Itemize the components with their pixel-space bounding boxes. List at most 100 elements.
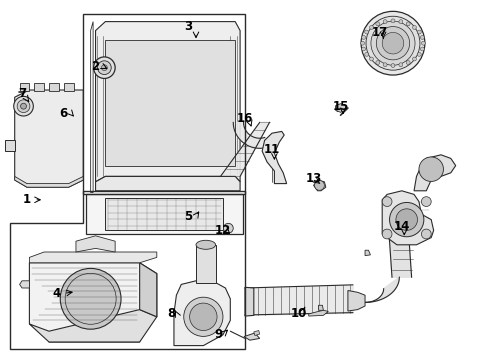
Polygon shape	[318, 305, 323, 310]
Circle shape	[421, 197, 431, 207]
Polygon shape	[140, 263, 157, 317]
Polygon shape	[336, 104, 345, 112]
Polygon shape	[29, 263, 157, 342]
Text: 12: 12	[215, 224, 231, 237]
Text: 6: 6	[60, 107, 68, 120]
Circle shape	[391, 19, 395, 23]
Polygon shape	[262, 131, 287, 184]
Text: 7: 7	[18, 87, 26, 100]
Polygon shape	[233, 122, 268, 148]
Circle shape	[371, 21, 415, 65]
Circle shape	[382, 32, 404, 54]
Circle shape	[21, 103, 26, 109]
Polygon shape	[220, 122, 270, 176]
Circle shape	[369, 26, 373, 30]
Ellipse shape	[196, 240, 216, 249]
Polygon shape	[15, 90, 83, 187]
Circle shape	[421, 41, 425, 45]
Circle shape	[190, 303, 217, 330]
Text: 5: 5	[185, 210, 193, 222]
Polygon shape	[20, 83, 29, 91]
Polygon shape	[64, 83, 74, 91]
Polygon shape	[96, 176, 240, 191]
Text: 15: 15	[332, 100, 349, 113]
Polygon shape	[34, 83, 44, 91]
Circle shape	[14, 96, 33, 116]
Circle shape	[315, 180, 324, 190]
Text: 16: 16	[237, 112, 253, 125]
Polygon shape	[348, 291, 365, 311]
Polygon shape	[5, 140, 15, 151]
Circle shape	[361, 41, 365, 45]
Polygon shape	[174, 281, 230, 346]
Polygon shape	[244, 333, 260, 340]
Polygon shape	[245, 287, 254, 316]
Circle shape	[399, 63, 403, 67]
Circle shape	[376, 27, 410, 60]
Polygon shape	[29, 252, 157, 263]
Polygon shape	[309, 310, 328, 316]
Circle shape	[362, 47, 366, 51]
Polygon shape	[387, 198, 412, 277]
Polygon shape	[76, 236, 115, 252]
Circle shape	[382, 229, 392, 239]
Polygon shape	[196, 245, 216, 283]
Polygon shape	[29, 310, 157, 342]
Circle shape	[94, 57, 115, 78]
Text: 8: 8	[168, 307, 175, 320]
Text: 17: 17	[371, 26, 388, 39]
Circle shape	[383, 20, 387, 24]
Circle shape	[98, 61, 111, 75]
Text: 13: 13	[305, 172, 322, 185]
Text: 3: 3	[185, 21, 193, 33]
Circle shape	[421, 229, 431, 239]
Circle shape	[376, 22, 380, 26]
Circle shape	[413, 57, 416, 61]
Circle shape	[390, 202, 424, 237]
Text: 9: 9	[214, 328, 222, 341]
Text: 2: 2	[92, 60, 99, 73]
Circle shape	[17, 100, 30, 113]
Circle shape	[406, 60, 410, 64]
Text: 4: 4	[52, 287, 60, 300]
Circle shape	[420, 36, 424, 39]
Polygon shape	[86, 194, 243, 234]
Circle shape	[383, 63, 387, 67]
Circle shape	[60, 269, 121, 329]
Circle shape	[382, 197, 392, 207]
Circle shape	[362, 36, 366, 39]
Polygon shape	[414, 155, 456, 191]
Circle shape	[184, 297, 223, 336]
Circle shape	[376, 60, 380, 64]
Polygon shape	[314, 180, 326, 191]
Polygon shape	[20, 281, 29, 288]
Circle shape	[419, 157, 443, 181]
Polygon shape	[105, 40, 235, 166]
Circle shape	[420, 47, 424, 51]
Text: 1: 1	[23, 193, 31, 206]
Circle shape	[365, 30, 368, 34]
Circle shape	[396, 209, 417, 230]
Circle shape	[391, 64, 395, 67]
Text: 10: 10	[291, 307, 307, 320]
Circle shape	[365, 53, 368, 56]
Polygon shape	[365, 277, 399, 302]
Circle shape	[399, 20, 403, 24]
Circle shape	[366, 16, 420, 70]
Circle shape	[417, 53, 421, 56]
Polygon shape	[382, 191, 434, 245]
Circle shape	[417, 30, 421, 34]
Polygon shape	[105, 198, 223, 230]
Polygon shape	[15, 176, 83, 187]
Circle shape	[406, 22, 410, 26]
Polygon shape	[96, 22, 240, 182]
Circle shape	[101, 65, 107, 71]
Circle shape	[413, 26, 416, 30]
Circle shape	[361, 12, 425, 75]
Circle shape	[223, 223, 233, 233]
Polygon shape	[365, 250, 370, 256]
Circle shape	[369, 57, 373, 61]
Text: 11: 11	[264, 143, 280, 156]
Polygon shape	[254, 330, 260, 336]
Polygon shape	[49, 83, 59, 91]
